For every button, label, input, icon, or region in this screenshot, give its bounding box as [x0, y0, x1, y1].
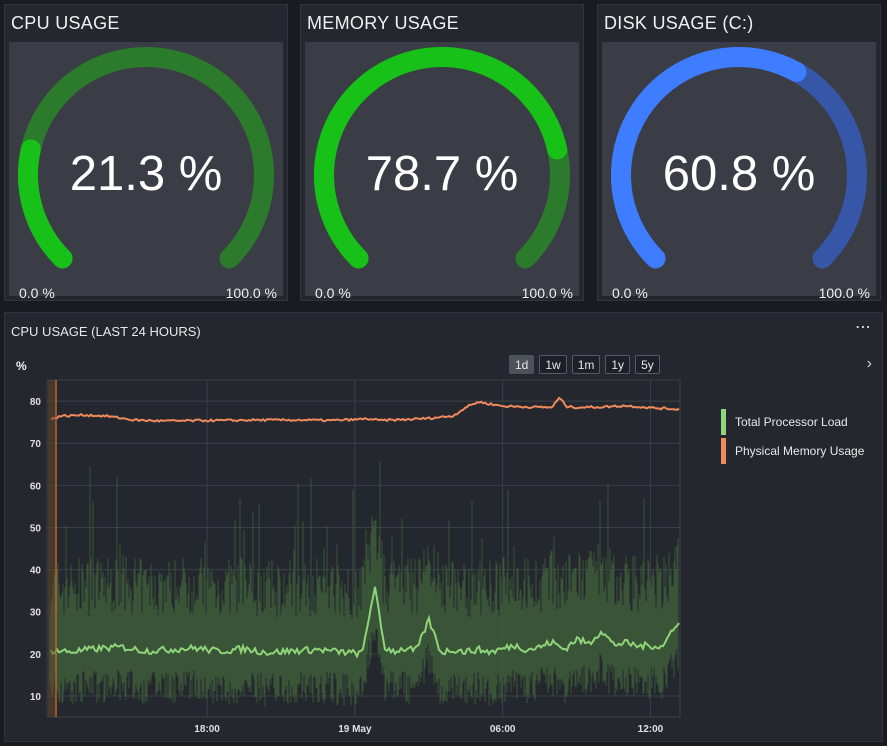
gauge-arc	[611, 47, 867, 269]
legend-swatch	[721, 438, 726, 464]
y-tick-label: 80	[30, 397, 42, 408]
series-line-physical-memory-usage	[50, 396, 680, 423]
y-tick-label: 60	[30, 481, 42, 492]
legend-label: Total Processor Load	[735, 415, 848, 429]
gauge-title: MEMORY USAGE	[307, 13, 459, 33]
gauge-fill	[611, 47, 807, 269]
y-tick-label: 30	[30, 608, 42, 619]
x-tick-label: 12:00	[638, 724, 664, 735]
y-tick-label: 40	[30, 566, 42, 577]
range-button-5y[interactable]: 5y	[635, 355, 660, 374]
gauge-max-label: 100.0 %	[521, 285, 573, 301]
cpu-usage-card: CPU USAGE 21.3 % 0.0 % 100.0 %	[4, 4, 288, 301]
chevron-right-icon: ›	[866, 355, 872, 372]
gauge-min-label: 0.0 %	[612, 285, 648, 301]
gauge-title: DISK USAGE (C:)	[604, 13, 754, 33]
range-selector: 1d 1w 1m 1y 5y	[509, 355, 660, 374]
gauge-value: 60.8 %	[662, 147, 816, 201]
series-line-total-processor-load	[50, 586, 680, 659]
legend-label: Physical Memory Usage	[735, 444, 865, 458]
y-tick-label: 20	[30, 650, 42, 661]
range-button-1w[interactable]: 1w	[539, 355, 567, 374]
y-unit-label: %	[16, 359, 27, 373]
next-button[interactable]: ›	[867, 355, 872, 373]
more-options-button[interactable]: ⋯	[855, 317, 872, 337]
plot-frame	[46, 379, 681, 718]
gauge-arc	[18, 47, 274, 269]
range-button-1d[interactable]: 1d	[509, 355, 535, 374]
gauge-panel: 78.7 %	[305, 42, 579, 296]
gauge-title: CPU USAGE	[11, 13, 120, 33]
y-tick-label: 70	[30, 439, 42, 450]
x-tick-label: 06:00	[490, 724, 516, 735]
gauge-arc	[314, 47, 570, 269]
cpu-history-card: 10 20 30 40 50 60 70 80 18:00 19 May 06:00 12:00 CP…	[4, 312, 883, 742]
gauge-min-label: 0.0 %	[19, 285, 55, 301]
gauge-min-label: 0.0 %	[315, 285, 351, 301]
legend-swatch	[721, 409, 726, 435]
gauge-value: 21.3 %	[69, 147, 223, 201]
y-tick-label: 50	[30, 523, 42, 534]
gauge-panel: 60.8 %	[602, 42, 876, 296]
range-button-1y[interactable]: 1y	[605, 355, 631, 374]
range-button-1m[interactable]: 1m	[571, 355, 601, 374]
ellipsis-icon: ⋯	[855, 319, 872, 336]
memory-usage-card: MEMORY USAGE 78.7 % 0.0 % 100.0 %	[300, 4, 584, 301]
gauge-value: 78.7 %	[365, 147, 519, 201]
x-tick-label: 18:00	[194, 724, 220, 735]
gauge-fill	[314, 47, 568, 269]
range-marker	[48, 380, 55, 717]
cpu-history-chart: 10 20 30 40 50 60 70 80 18:00 19 May 06:00 12:00	[30, 379, 681, 735]
gauge-max-label: 100.0 %	[818, 285, 870, 301]
gauge-max-label: 100.0 %	[225, 285, 277, 301]
x-tick-label: 19 May	[338, 724, 372, 735]
chart-title: CPU USAGE (LAST 24 HOURS)	[11, 324, 201, 339]
cpu-range-band	[49, 461, 679, 707]
gauge-fill	[18, 139, 73, 269]
gauge-panel: 21.3 %	[9, 42, 283, 296]
disk-usage-card: DISK USAGE (C:) 60.8 % 0.0 % 100.0 %	[597, 4, 881, 301]
y-tick-label: 10	[30, 692, 42, 703]
